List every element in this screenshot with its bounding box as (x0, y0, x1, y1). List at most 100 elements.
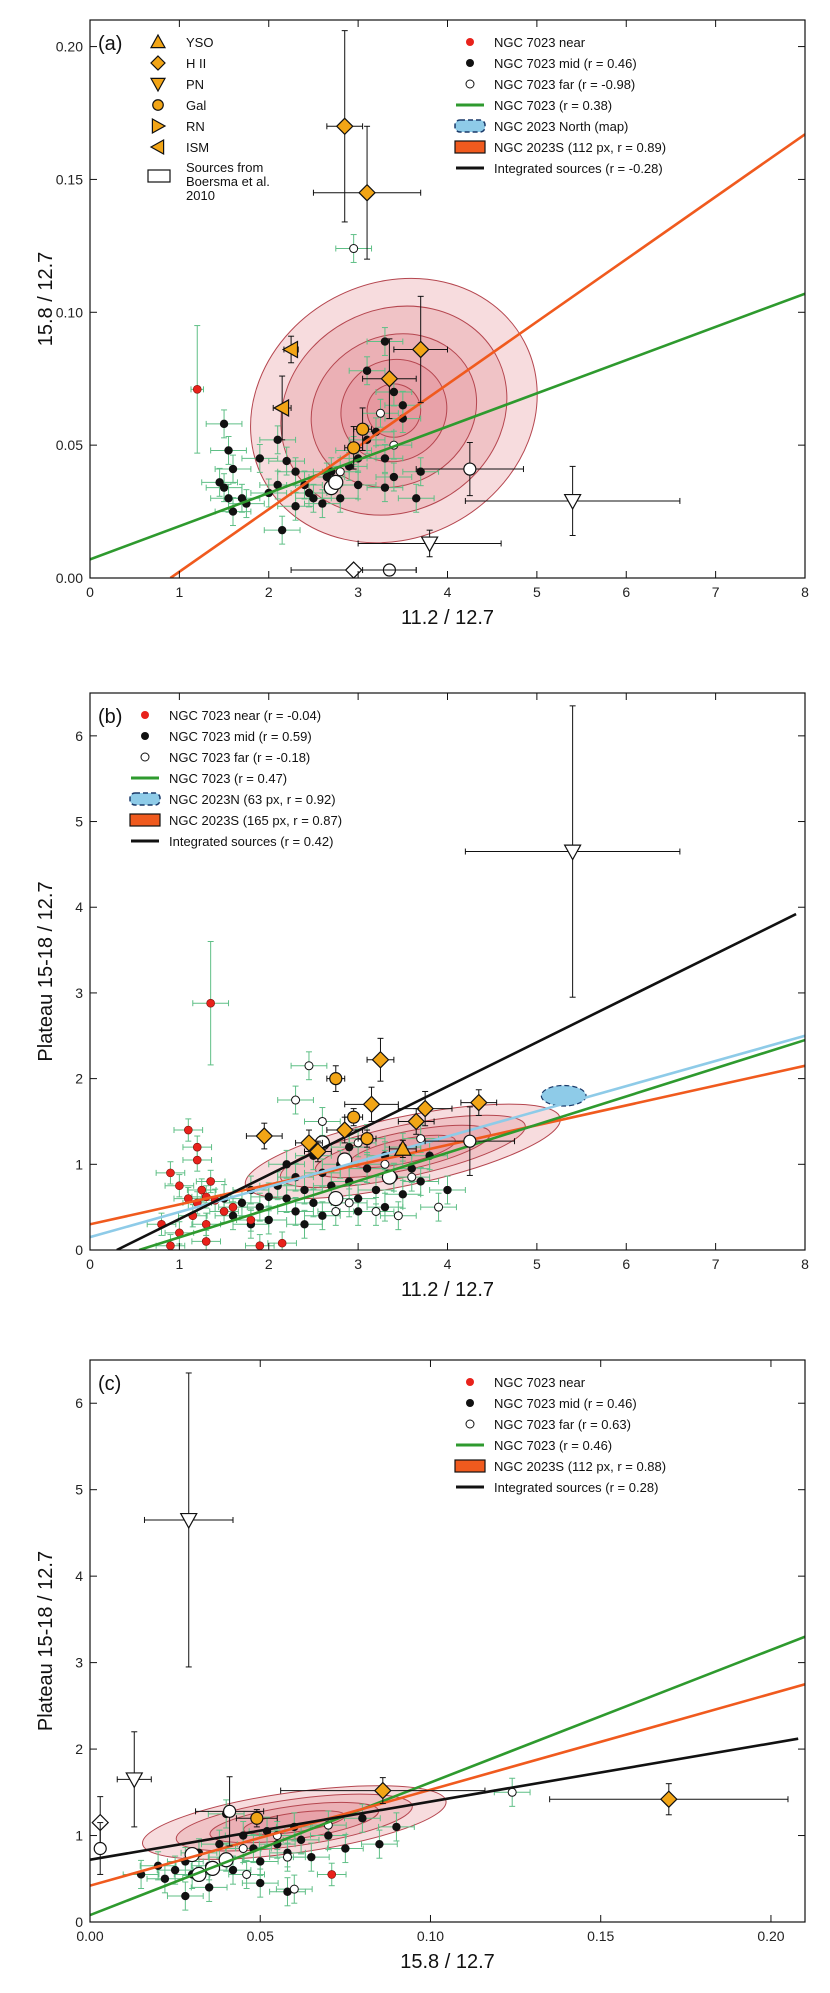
plot-area (90, 1372, 805, 1917)
legend-label: RN (186, 119, 205, 134)
x-tick-label: 2 (265, 1256, 273, 1272)
ngc7023-far-point (434, 1202, 444, 1212)
integrated-source-circle (222, 1804, 237, 1818)
x-axis-label: 11.2 / 12.7 (401, 1279, 494, 1301)
legend-swatch-dot-red (466, 38, 474, 46)
y-tick-label: 2 (75, 1741, 83, 1757)
x-axis-label: 11.2 / 12.7 (401, 607, 494, 629)
ngc7023-mid-point (228, 1865, 238, 1875)
ngc7023-mid-point (277, 525, 287, 535)
panel-label: (a) (98, 33, 122, 55)
ngc7023-far-point (238, 1844, 248, 1854)
ngc7023-mid-point (416, 467, 425, 476)
x-tick-label: 4 (444, 584, 452, 600)
legend-label: NGC 2023S (112 px, r = 0.89) (494, 140, 666, 155)
legend-label: NGC 7023 far (r = -0.18) (169, 750, 310, 765)
integrated-source-triangle-down (179, 1512, 198, 1530)
ngc7023-mid-point (224, 446, 233, 455)
ngc7023-mid-point (300, 1220, 309, 1229)
ngc7023-near-point (192, 1155, 202, 1165)
fit-line-orange (90, 1064, 805, 1226)
ngc7023-mid-point (228, 507, 238, 516)
type-marker-triangle-left (272, 398, 290, 417)
y-axis-label: Plateau 15-18 / 12.7 (35, 881, 57, 1061)
legend-swatch-box-orange (454, 1459, 486, 1473)
fit-line-orange (90, 1682, 805, 1887)
ngc7023-far-point (317, 1116, 327, 1126)
ngc7023-mid-point (353, 480, 363, 490)
ngc7023-mid-point (380, 337, 390, 346)
legend-swatch-box-orange (129, 813, 161, 827)
y-tick-label: 6 (75, 1395, 83, 1411)
ngc7023-mid-point (304, 488, 314, 498)
integrated-source-circle (463, 1134, 477, 1148)
y-tick-label: 1 (75, 1156, 83, 1172)
ngc7023-far-point (289, 1884, 299, 1894)
legend-label: NGC 7023 (r = 0.47) (169, 771, 287, 786)
ngc7023-mid-point (237, 1198, 247, 1208)
legend-swatch-boersma (147, 169, 171, 183)
legend-label: NGC 2023N (63 px, r = 0.92) (169, 792, 336, 807)
integrated-source-circle (93, 1841, 107, 1856)
type-marker-triangle-left (281, 340, 299, 359)
ngc7023-far-point (282, 1852, 292, 1862)
ngc7023-far-point (416, 1134, 426, 1144)
ngc7023-near-point (192, 1142, 202, 1152)
ngc7023-mid-point (362, 366, 372, 375)
ngc7023-far-point (291, 1095, 301, 1105)
panel-label: (c) (98, 1373, 121, 1395)
legend-label: Integrated sources (r = -0.28) (494, 161, 663, 176)
contour-level (280, 305, 508, 516)
ngc7023-near-point (327, 1870, 337, 1879)
legend-swatch-box-blue (129, 792, 161, 806)
x-tick-label: 8 (801, 584, 809, 600)
x-tick-label: 0.15 (587, 1928, 614, 1944)
x-tick-label: 5 (533, 1256, 541, 1272)
y-tick-label: 5 (75, 1482, 83, 1498)
type-marker-circle (329, 1072, 343, 1086)
legend-swatch-dot-red (466, 1378, 474, 1386)
plot-frame (89, 1359, 806, 1923)
legend-marker-triangle-down (149, 77, 167, 93)
ngc7023-mid-point (412, 494, 421, 503)
integrated-source-triangle-down (125, 1772, 144, 1789)
ngc7023-mid-point (380, 1202, 390, 1212)
legend-label: NGC 7023 near (r = -0.04) (169, 708, 321, 723)
y-tick-label: 0 (75, 1914, 83, 1930)
fit-line-orange (169, 133, 805, 578)
legend-label: Integrated sources (r = 0.28) (494, 1480, 658, 1495)
legend-swatch-dot-black (466, 59, 474, 67)
ngc7023-near-point (206, 998, 215, 1008)
ngc7023-near-point (166, 1168, 175, 1178)
legend-swatch-dot-red (141, 711, 149, 719)
y-tick-label: 0.10 (56, 304, 83, 320)
y-tick-label: 0.20 (56, 39, 83, 55)
ngc7023-mid-point (283, 1887, 292, 1896)
type-marker-circle (347, 441, 361, 455)
x-tick-label: 7 (712, 1256, 720, 1272)
type-marker-diamond (335, 117, 354, 136)
ngc7023-mid-point (291, 1207, 300, 1216)
legend-swatch-dot-black (466, 1399, 474, 1407)
ngc7023-mid-point (273, 480, 282, 490)
y-tick-label: 6 (75, 728, 83, 744)
ngc7023-near-point (184, 1125, 193, 1135)
ngc7023-mid-point (256, 1878, 265, 1888)
chart-panel-1: 0 1 2 3 4 5 6 7 8 0 1 2 3 4 5 6 11.2 / 12.7 Plateau 15-18… (35, 692, 809, 1301)
ngc7023-near-point (192, 385, 202, 394)
ngc7023-mid-point (255, 454, 265, 463)
ngc7023-mid-point (219, 483, 229, 492)
x-tick-label: 3 (354, 1256, 362, 1272)
type-marker-diamond (407, 1112, 426, 1131)
ngc7023-mid-point (255, 1202, 265, 1212)
fit-line-black (90, 1737, 799, 1862)
type-marker-circle (250, 1811, 264, 1825)
ngc7023-mid-point (224, 494, 233, 503)
type-marker-diamond (380, 369, 399, 388)
legend-label: 2010 (186, 188, 215, 203)
panel-label: (b) (98, 706, 122, 728)
chart-panel-2: 0.00 0.05 0.10 0.15 0.20 0 1 2 3 4 5 6 15.8 / 12.7 Pl… (35, 1359, 806, 1973)
ngc7023-mid-point (291, 502, 300, 511)
ngc7023-near-point (255, 1241, 265, 1250)
legend-label: NGC 7023 near (494, 35, 586, 50)
